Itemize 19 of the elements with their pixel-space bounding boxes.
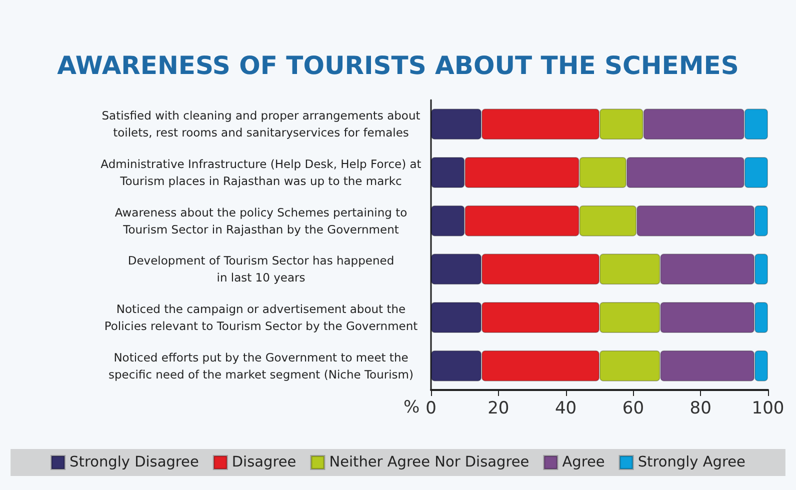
legend-label: Strongly Disagree [70,454,199,470]
legend-label: Strongly Agree [638,454,746,470]
x-tick-label: 80 [690,398,712,418]
y-tick-label: Awareness about the policy Schemes pertaining to Tourism Sector in Rajasthan by the Government [114,205,408,236]
legend-label: Neither Agree Nor Disagree [329,454,530,470]
x-axis-title: % [404,398,420,418]
y-tick-label: Noticed the campaign or advertisement about the Policies relevant to Tourism Sector by the Government [104,302,418,333]
x-tick-label: 40 [554,398,577,418]
legend-label: Agree [562,454,605,470]
legend-label: Disagree [232,454,296,470]
x-tick-label: 60 [622,398,644,418]
x-tick-label: 100 [752,398,784,418]
y-tick-label: Development of Tourism Sector has happened in last 10 years [128,254,394,285]
x-tick-label: 20 [488,398,510,418]
y-tick-label: Administrative Infrastructure (Help Desk, Help Force) at Tourism places in Rajasthan was up to the markc [100,157,422,188]
x-tick-label: 0 [426,398,436,418]
y-tick-label: Satisfied with cleaning and proper arrangements about toilets, rest rooms and sanitaryservices for females [102,108,421,140]
chart-title: AWARENESS OF TOURISTS ABOUT THE SCHEMES [57,51,739,80]
y-tick-label: Noticed efforts put by the Government to meet the specific need of the market segment (Niche Tourism) [108,350,414,382]
